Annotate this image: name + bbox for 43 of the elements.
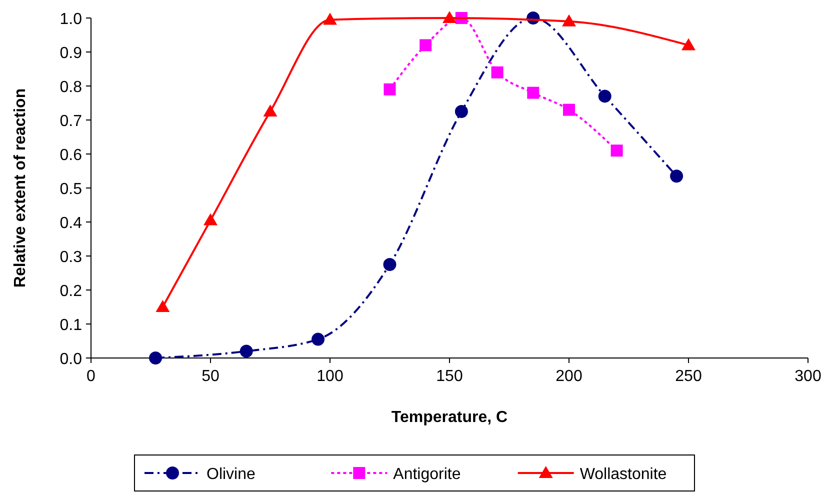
point	[563, 104, 575, 116]
legend-label: Olivine	[206, 466, 256, 483]
point	[420, 39, 432, 52]
point	[527, 86, 540, 99]
x-tick-label: 100	[316, 368, 344, 385]
point	[442, 11, 456, 23]
x-tick-label: 250	[675, 368, 702, 385]
x-tick-label: 300	[794, 368, 822, 385]
point	[598, 90, 612, 103]
point	[384, 83, 396, 96]
y-tick-label: 0.8	[60, 79, 82, 96]
x-tick-label: 0	[86, 368, 96, 385]
x-tick-label: 150	[436, 368, 463, 385]
point	[204, 213, 218, 226]
point	[263, 104, 278, 116]
point	[682, 38, 696, 50]
y-tick-label: 0.2	[60, 283, 82, 300]
point	[149, 352, 162, 364]
point	[383, 258, 396, 271]
legend-label: Wollastonite	[580, 466, 667, 483]
y-tick-label: 0.0	[60, 351, 82, 368]
y-tick-label: 0.3	[60, 249, 82, 266]
legend-label: Antigorite	[393, 466, 461, 483]
point	[312, 332, 325, 346]
point	[323, 12, 337, 25]
x-axis-title: Temperature, C	[391, 409, 508, 426]
y-tick-label: 0.6	[60, 147, 82, 164]
x-tick-label: 200	[556, 368, 582, 385]
y-tick-label: 0.5	[60, 181, 82, 198]
point	[491, 66, 504, 78]
point	[156, 300, 170, 312]
y-tick-label: 0.7	[60, 113, 82, 130]
point	[610, 144, 623, 157]
y-axis-title: Relative extent of reaction	[12, 88, 29, 288]
point	[562, 14, 576, 26]
x-tick-label: 50	[202, 368, 220, 385]
point	[240, 344, 253, 358]
y-tick-label: 1.0	[60, 11, 82, 28]
point	[670, 170, 684, 183]
y-tick-label: 0.1	[60, 317, 82, 334]
y-tick-label: 0.4	[60, 215, 82, 232]
point	[454, 105, 468, 118]
y-tick-label: 0.9	[60, 45, 82, 62]
